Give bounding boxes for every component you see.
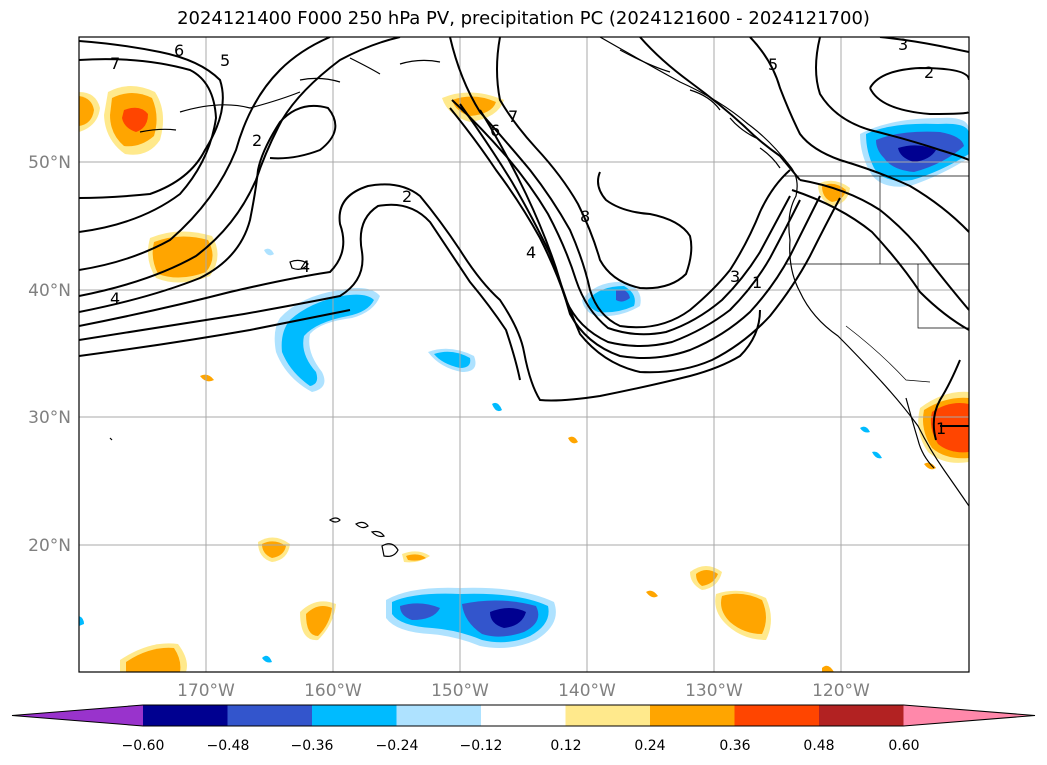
lon-label-170w: 170°W (177, 681, 235, 701)
colorbar-tick-labels: −0.60 −0.48 −0.36 −0.24 −0.12 0.12 0.24 … (122, 738, 920, 754)
precip-negative-max (490, 608, 526, 628)
precip-negative-strong (400, 603, 440, 620)
colorbar-segment (903, 705, 1035, 726)
colorbar-segment (143, 705, 228, 726)
precip-negative-area (281, 294, 374, 386)
lat-label-20n: 20°N (28, 536, 71, 556)
plot-area: 7 6 5 2 2 4 4 7 6 8 4 3 1 5 3 2 1 (79, 35, 969, 672)
precip-negative-area (262, 655, 272, 663)
colorbar-tick: 0.60 (888, 738, 919, 754)
pv-label: 7 (508, 107, 518, 126)
precip-negative-area (872, 451, 882, 459)
pv-label: 3 (730, 267, 740, 286)
precip-positive-area (306, 606, 332, 636)
north-america-coastline-icon (139, 37, 969, 507)
colorbar-tick: −0.36 (291, 738, 334, 754)
precip-negative-strong (616, 289, 630, 302)
colorbar-tick: 0.12 (550, 738, 581, 754)
precip-positive-area (406, 554, 426, 561)
colorbar-segment (819, 705, 904, 726)
precip-positive-area (262, 541, 286, 558)
longitude-labels: 170°W 160°W 150°W 140°W 130°W 120°W (177, 681, 870, 701)
pv-label: 1 (936, 419, 946, 438)
colorbar-segment (227, 705, 313, 726)
precip-strong-area (930, 403, 969, 453)
precip-negative-area (860, 426, 870, 433)
pv-label: 5 (220, 51, 230, 70)
pv-label: 4 (526, 243, 536, 262)
precip-positive-area (200, 374, 214, 382)
lon-label-160w: 160°W (304, 681, 362, 701)
colorbar-segment (481, 705, 566, 726)
lat-label-50n: 50°N (28, 153, 71, 173)
pv-label: 7 (110, 54, 120, 73)
colorbar-tick: −0.60 (122, 738, 165, 754)
precip-positive-area (126, 647, 181, 672)
colorbar-tick: −0.24 (376, 738, 419, 754)
lat-label-30n: 30°N (28, 408, 71, 428)
precip-negative-area (434, 351, 471, 368)
pv-contours (79, 37, 969, 441)
lat-label-40n: 40°N (28, 281, 71, 301)
pv-label: 2 (402, 187, 412, 206)
pv-label: 6 (174, 41, 184, 60)
pv-label: 4 (300, 257, 310, 276)
precip-shading (79, 86, 969, 672)
colorbar-segment (565, 705, 651, 726)
map-title: 2024121400 F000 250 hPa PV, precipitatio… (177, 8, 870, 29)
latitude-labels: 50°N 40°N 30°N 20°N (28, 153, 71, 556)
precip-positive-area (152, 236, 213, 278)
precip-negative-area (264, 248, 274, 256)
colorbar-segment (734, 705, 820, 726)
lon-label-120w: 120°W (812, 681, 870, 701)
pv-label: 5 (768, 55, 778, 74)
colorbar-tick: 0.48 (803, 738, 834, 754)
colorbar-tick: 0.24 (634, 738, 665, 754)
precip-positive-area (822, 665, 834, 672)
precip-positive-area (822, 183, 846, 202)
pv-label: 3 (898, 35, 908, 54)
pv-label: 2 (252, 131, 262, 150)
lon-label-140w: 140°W (558, 681, 616, 701)
colorbar-tick: 0.36 (719, 738, 750, 754)
pv-label: 2 (924, 63, 934, 82)
lon-label-130w: 130°W (685, 681, 743, 701)
plot-frame (78, 36, 970, 673)
colorbar: −0.60 −0.48 −0.36 −0.24 −0.12 0.12 0.24 … (11, 704, 1036, 754)
pv-label: 1 (752, 273, 762, 292)
precip-positive-area (696, 570, 718, 586)
precip-strong-area (122, 107, 148, 132)
precip-positive-area (646, 590, 658, 598)
pv-label: 8 (580, 207, 590, 226)
colorbar-segment (312, 705, 397, 726)
lon-label-150w: 150°W (431, 681, 489, 701)
precip-positive-area (568, 436, 578, 444)
precip-negative-max (898, 145, 936, 162)
hawaii-islands-icon (109, 259, 399, 557)
colorbar-tick: −0.48 (207, 738, 250, 754)
state-boundaries (785, 175, 969, 383)
colorbar-tick: −0.12 (460, 738, 503, 754)
pv-contour-labels: 7 6 5 2 2 4 4 7 6 8 4 3 1 5 3 2 1 (110, 35, 946, 438)
colorbar-segments (11, 704, 1036, 727)
precip-negative-area (492, 402, 502, 412)
colorbar-segment (650, 705, 735, 726)
pv-label: 4 (110, 289, 120, 308)
precip-negative-area (79, 616, 84, 626)
colorbar-segment (396, 705, 482, 726)
colorbar-outline (11, 704, 1036, 727)
pv-label: 6 (490, 121, 500, 140)
precip-positive-area (79, 96, 94, 126)
precip-positive-area (721, 593, 766, 634)
colorbar-segment (12, 705, 143, 726)
